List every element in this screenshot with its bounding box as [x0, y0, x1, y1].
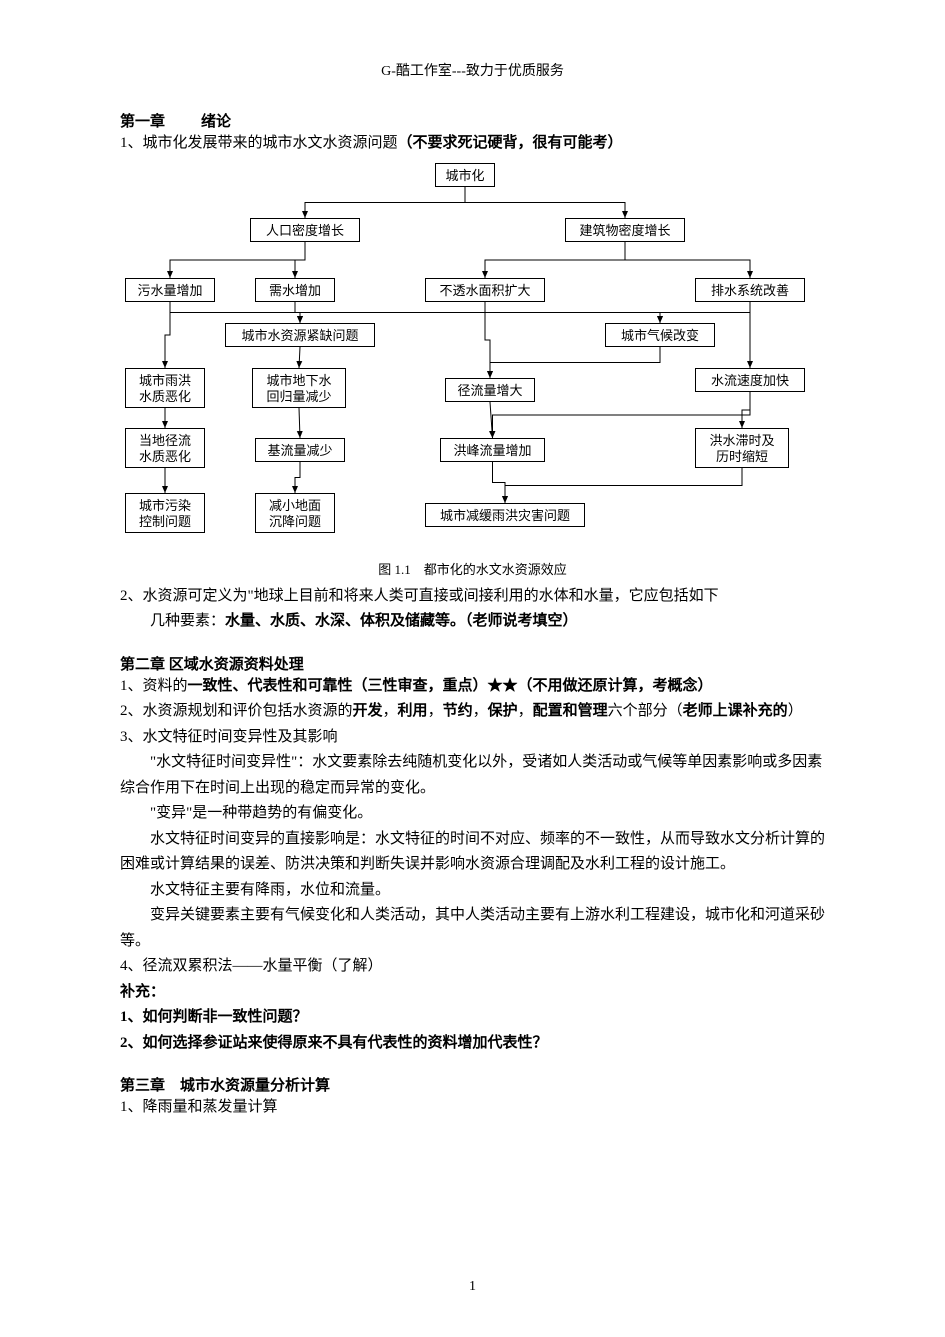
ch1-p2-b: 几种要素：	[150, 613, 225, 629]
ch2-l2c: ，	[383, 703, 398, 719]
flow-node-n14: 基流量减少	[255, 438, 345, 462]
ch2-l2h: 保护	[488, 703, 518, 719]
ch2-l1b: 一致性、代表性和可靠性（三性审查，重点）★★（不用做还原计算，考概念）	[188, 678, 713, 694]
ch2-l2j: 配置和管理	[533, 703, 608, 719]
flow-node-n16: 洪水滞时及历时缩短	[695, 428, 789, 468]
ch1-p2-a: 2、水资源可定义为"地球上目前和将来人类可直接或间接利用的水体和水量，它应包括如…	[120, 588, 719, 604]
flowchart-edges	[120, 163, 825, 553]
ch1-p2-c: 水量、水质、水深、体积及储藏等。（老师说考填空）	[225, 613, 578, 629]
ch1-p2: 2、水资源可定义为"地球上目前和将来人类可直接或间接利用的水体和水量，它应包括如…	[120, 584, 825, 610]
ch1-line1: 1、城市化发展带来的城市水文水资源问题（不要求死记硬背，很有可能考）	[120, 131, 825, 157]
ch2-l1a: 1、资料的	[120, 678, 188, 694]
ch2-l2: 2、水资源规划和评价包括水资源的开发，利用，节约，保护，配置和管理六个部分（老师…	[120, 699, 825, 725]
ch2-p3: 水文特征时间变异的直接影响是：水文特征的时间不对应、频率的不一致性，从而导致水文…	[120, 827, 825, 878]
flow-node-n3: 污水量增加	[125, 278, 215, 302]
ch2-sup: 补充：	[120, 980, 825, 1006]
ch2-p1: "水文特征时间变异性"：水文要素除去纯随机变化以外，受诸如人类活动或气候等单因素…	[120, 750, 825, 801]
ch2-l2g: ，	[473, 703, 488, 719]
chapter2-title: 第二章 区域水资源资料处理	[120, 653, 825, 674]
ch2-l2b: 开发	[353, 703, 383, 719]
flow-node-n6: 排水系统改善	[695, 278, 805, 302]
flow-node-n19: 城市减缓雨洪灾害问题	[425, 503, 585, 527]
ch2-p2: "变异"是一种带趋势的有偏变化。	[120, 801, 825, 827]
flow-node-n11: 径流量增大	[445, 378, 535, 402]
ch2-l2l: 老师上课补充的	[683, 703, 788, 719]
flow-node-n1: 人口密度增长	[250, 218, 360, 242]
ch2-l2m: ）	[788, 703, 803, 719]
figure-caption: 图 1.1 都市化的水文水资源效应	[120, 559, 825, 578]
ch3-l1: 1、降雨量和蒸发量计算	[120, 1095, 825, 1121]
flow-node-n15: 洪峰流量增加	[440, 438, 545, 462]
ch1-title-b: 绪论	[201, 114, 231, 130]
ch1-line1-a: 1、城市化发展带来的城市水文水资源问题	[120, 135, 398, 151]
chapter1-title: 第一章 绪论	[120, 110, 825, 131]
flow-node-n7: 城市水资源紧缺问题	[225, 323, 375, 347]
page-header: G-酷工作室---致力于优质服务	[120, 60, 825, 80]
ch2-l2f: 节约	[443, 703, 473, 719]
page-number: 1	[0, 1279, 945, 1295]
flow-node-n8: 城市气候改变	[605, 323, 715, 347]
flowchart: 城市化人口密度增长 建筑物密度增长污水量增加 需水增加 不透水面积扩大 排水系统改善城市…	[120, 163, 825, 553]
flow-node-n4: 需水增加	[255, 278, 335, 302]
ch2-l2d: 利用	[398, 703, 428, 719]
ch2-q2: 2、如何选择参证站来使得原来不具有代表性的资料增加代表性？	[120, 1031, 825, 1057]
ch2-l4: 4、径流双累积法——水量平衡（了解）	[120, 954, 825, 980]
ch2-l2k: 六个部分（	[608, 703, 683, 719]
ch2-p4: 水文特征主要有降雨，水位和流量。	[120, 878, 825, 904]
ch2-l1: 1、资料的一致性、代表性和可靠性（三性审查，重点）★★（不用做还原计算，考概念）	[120, 674, 825, 700]
ch2-q1: 1、如何判断非一致性问题？	[120, 1005, 825, 1031]
ch2-l2a: 2、水资源规划和评价包括水资源的	[120, 703, 353, 719]
ch2-p5: 变异关键要素主要有气候变化和人类活动，其中人类活动主要有上游水利工程建设，城市化…	[120, 903, 825, 954]
flow-node-n0: 城市化	[435, 163, 495, 187]
flow-node-n9: 城市雨洪水质恶化	[125, 368, 205, 408]
ch2-l2i: ，	[518, 703, 533, 719]
flow-node-n17: 城市污染控制问题	[125, 493, 205, 533]
flow-node-n5: 不透水面积扩大	[425, 278, 545, 302]
ch1-p2-line2: 几种要素：水量、水质、水深、体积及储藏等。（老师说考填空）	[120, 609, 825, 635]
flow-node-n13: 当地径流水质恶化	[125, 428, 205, 468]
ch2-l2e: ，	[428, 703, 443, 719]
flow-node-n12: 水流速度加快	[695, 368, 805, 392]
flow-node-n10: 城市地下水回归量减少	[252, 368, 346, 408]
flow-node-n2: 建筑物密度增长	[565, 218, 685, 242]
flow-node-n18: 减小地面沉降问题	[255, 493, 335, 533]
ch1-title-a: 第一章	[120, 114, 165, 130]
ch2-l3: 3、水文特征时间变异性及其影响	[120, 725, 825, 751]
ch1-line1-b: （不要求死记硬背，很有可能考）	[398, 135, 623, 151]
chapter3-title: 第三章 城市水资源量分析计算	[120, 1074, 825, 1095]
